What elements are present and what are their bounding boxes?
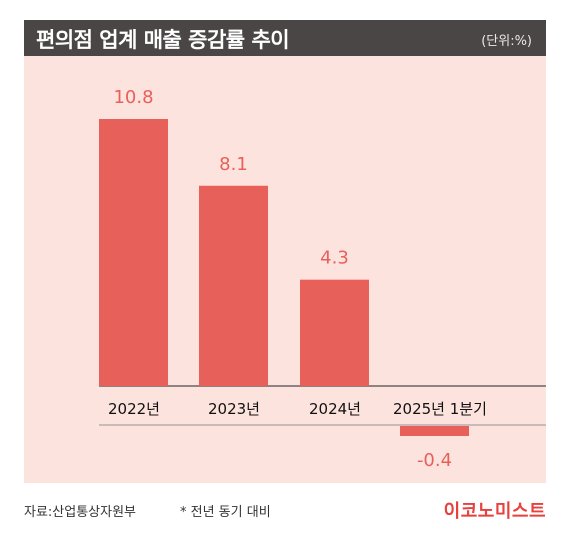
bar-1 <box>199 185 268 386</box>
footnote-text: * 전년 동기 대비 <box>180 505 271 520</box>
bar-2 <box>300 279 369 386</box>
source-text: 자료:산업통상자원부 <box>24 505 137 520</box>
category-label-1: 2023년 <box>208 400 260 418</box>
chart-header: 편의점 업계 매출 증감률 추이 (단위:%) <box>24 20 546 56</box>
category-label-0: 2022년 <box>108 400 160 418</box>
bar-0 <box>99 119 168 386</box>
publisher-logo: 이코노미스트 <box>443 501 546 522</box>
category-label-3: 2025년 1분기 <box>393 400 487 418</box>
chart-title: 편의점 업계 매출 증감률 추이 <box>36 28 290 52</box>
category-label-2: 2024년 <box>309 400 361 418</box>
data-label-2: 4.3 <box>320 248 349 269</box>
data-label-0: 10.8 <box>113 87 153 108</box>
unit-label: (단위:%) <box>481 34 532 49</box>
data-label-3: -0.4 <box>417 450 452 471</box>
bar-3 <box>400 426 469 436</box>
data-label-1: 8.1 <box>219 154 248 175</box>
